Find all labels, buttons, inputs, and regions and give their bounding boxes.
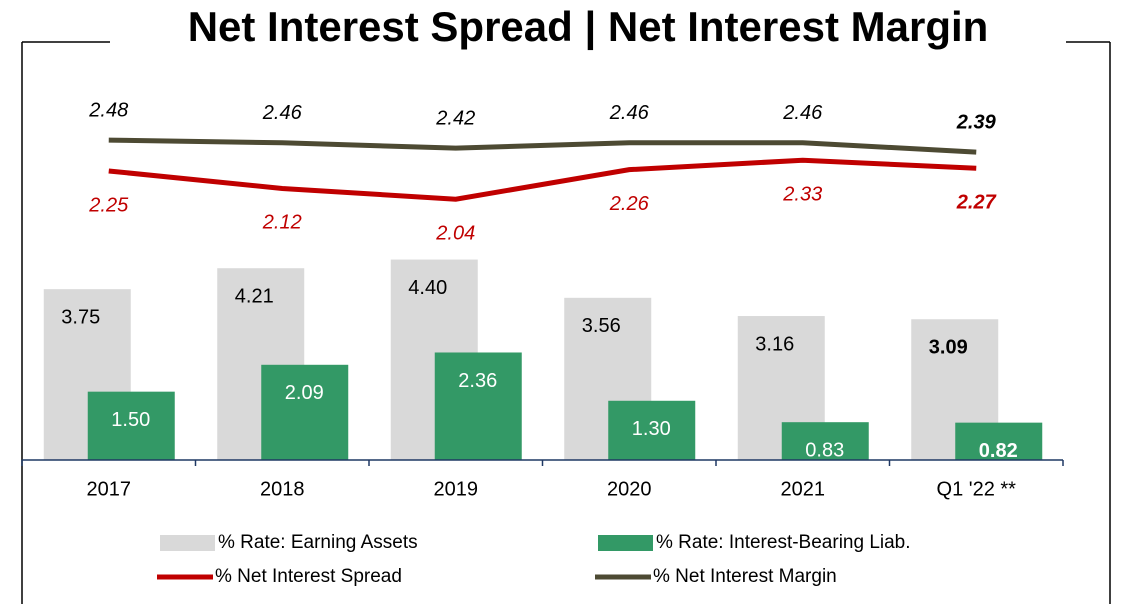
value-label: 2.33 [782,184,822,206]
bar [261,364,349,460]
legend-label: % Net Interest Spread [215,566,402,587]
x-tick-label: 2019 [434,478,479,500]
value-label: 2.09 [285,382,324,404]
value-label: 1.50 [111,409,150,431]
legend-label: % Net Interest Margin [653,566,837,587]
value-label: 0.82 [979,440,1018,462]
value-label: 2.25 [88,194,129,216]
value-label: 2.42 [435,107,475,129]
x-tick-label: 2020 [607,478,652,500]
value-label: 2.46 [262,102,303,124]
value-label: 2.36 [458,370,497,392]
value-label: 2.46 [609,102,650,124]
value-label: 2.39 [956,111,997,133]
value-label: 0.83 [805,439,844,461]
value-label: 3.16 [755,333,794,355]
value-label: 3.75 [61,306,100,328]
value-label: 1.30 [632,418,671,440]
value-label: 2.26 [609,193,650,215]
x-tick-label: 2018 [260,478,305,500]
bar [434,352,522,460]
value-label: 2.04 [435,222,475,244]
bar [781,422,869,460]
legend-label: % Rate: Earning Assets [218,532,418,553]
legend-swatch [160,535,215,551]
value-label: 4.40 [408,277,447,299]
x-tick-label: 2017 [87,478,132,500]
x-tick-label: Q1 '22 ** [937,478,1017,500]
value-label: 4.21 [235,285,274,307]
bar [87,391,175,460]
legend-label: % Rate: Interest-Bearing Liab. [656,532,911,553]
value-label: 2.12 [262,212,302,234]
bar [608,400,696,460]
chart-title: Net Interest Spread | Net Interest Margi… [188,3,989,51]
value-label: 2.27 [956,192,997,214]
line [108,137,977,155]
bar [955,422,1043,460]
line [108,157,977,202]
x-tick-label: 2021 [781,478,826,500]
value-label: 3.56 [582,315,621,337]
value-label: 3.09 [929,337,968,359]
value-label: 2.48 [88,99,128,121]
value-label: 2.46 [782,102,823,124]
legend-swatch [598,535,653,551]
